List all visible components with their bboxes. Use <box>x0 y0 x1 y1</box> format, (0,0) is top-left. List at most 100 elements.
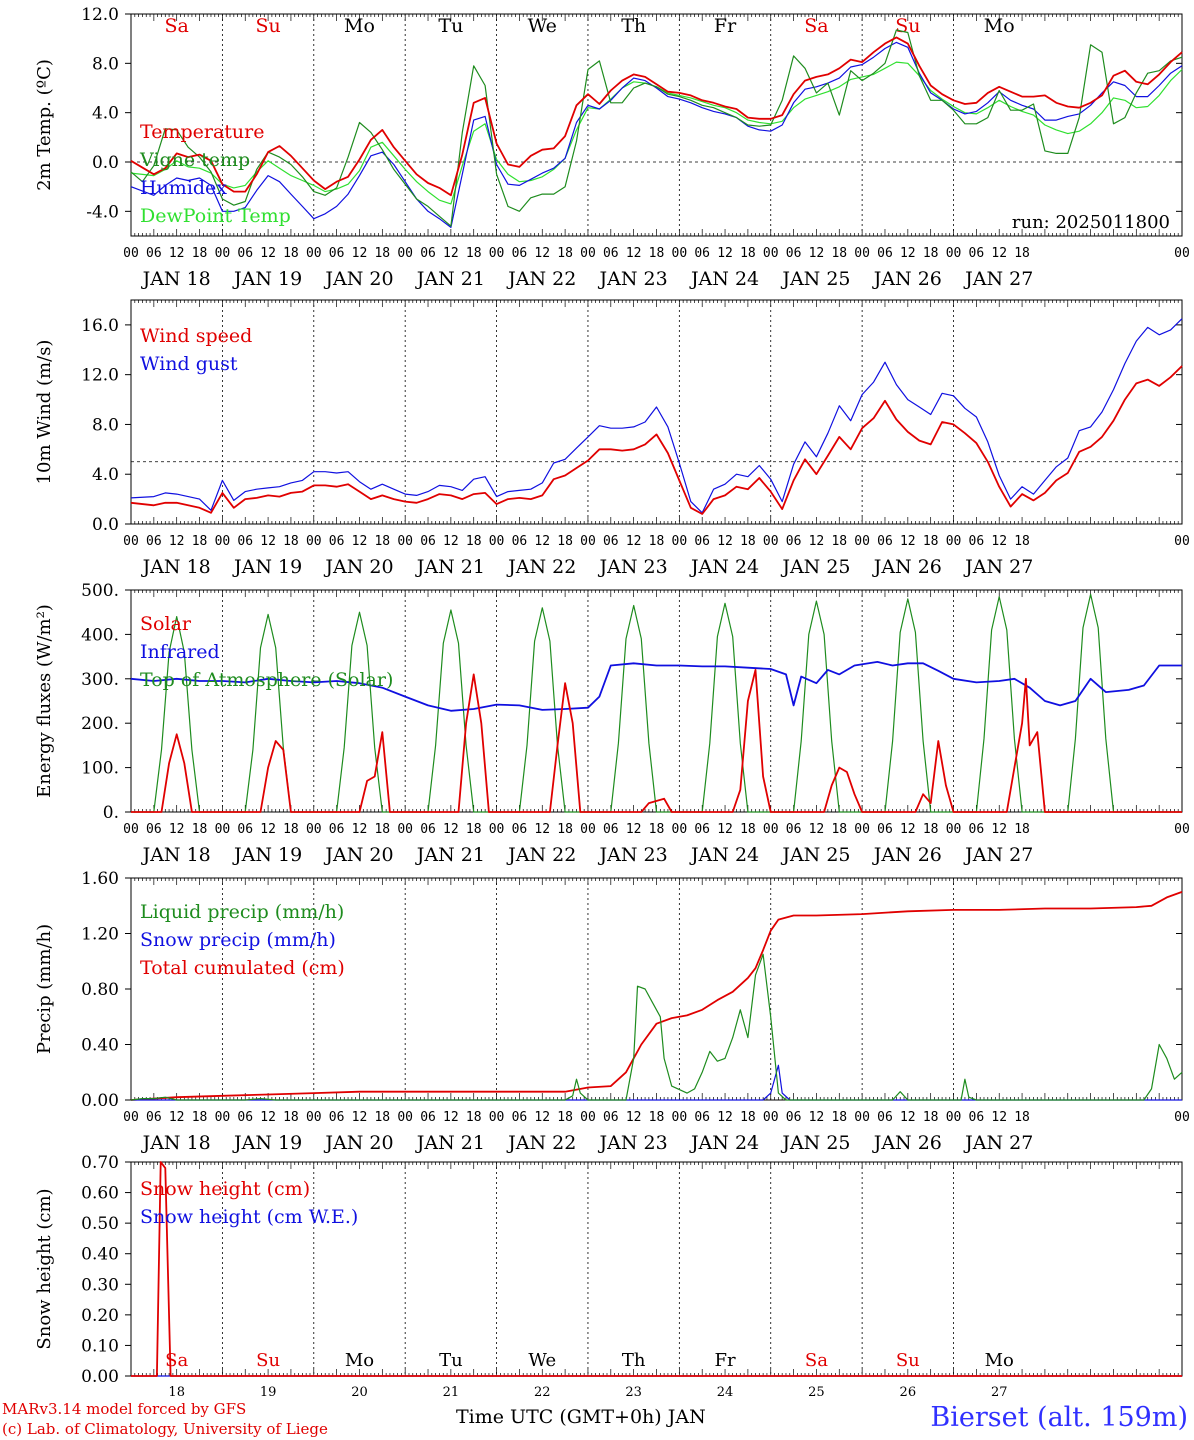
hour-tick-label: 00 <box>397 822 413 837</box>
hour-tick-label: 06 <box>694 822 710 837</box>
y-axis-label: Energy fluxes (W/m²) <box>34 604 55 798</box>
hour-tick-label: 00 <box>580 534 596 549</box>
series-line-vigne-temp <box>130 29 1183 227</box>
hour-tick-label: 06 <box>420 822 436 837</box>
hour-tick-label: 00 <box>854 1110 870 1125</box>
date-label: JAN 22 <box>506 844 576 866</box>
hour-tick-label: 06 <box>146 534 162 549</box>
y-tick-label: 12.0 <box>81 5 119 25</box>
hour-tick-label: 12 <box>352 1110 368 1125</box>
hour-tick-label: 06 <box>329 246 345 261</box>
hour-tick-label: 06 <box>877 534 893 549</box>
hour-tick-label: 18 <box>283 822 299 837</box>
hour-tick-label: 06 <box>694 1110 710 1125</box>
date-label: JAN 25 <box>780 1132 850 1154</box>
weekday-label: Tu <box>439 1350 463 1371</box>
y-axis-label: Snow height (cm) <box>34 1188 55 1349</box>
hour-tick-label: 00 <box>946 246 962 261</box>
date-label: JAN 27 <box>963 556 1033 578</box>
hour-tick-label: 18 <box>192 246 208 261</box>
hour-tick-label: 06 <box>512 1110 528 1125</box>
hour-tick-label: 12 <box>991 534 1007 549</box>
series-line-total-cumulated-cm- <box>130 891 1183 1101</box>
hour-tick-label: 00 <box>489 246 505 261</box>
legend-entry: Top of Atmosphere (Solar) <box>140 669 393 691</box>
hour-tick-label: 18 <box>466 1110 482 1125</box>
hour-tick-label: 12 <box>626 822 642 837</box>
series-line-humidex <box>130 41 1183 228</box>
hour-tick-label: 12 <box>260 822 276 837</box>
hour-tick-label: 06 <box>329 1110 345 1125</box>
hour-tick-label: 12 <box>260 534 276 549</box>
series-line-top-of-atmosphere-solar- <box>131 593 1182 813</box>
weekday-label: Fr <box>714 15 737 37</box>
hour-tick-label: 06 <box>786 534 802 549</box>
hour-tick-label: 12 <box>260 246 276 261</box>
hour-tick-label: 12 <box>169 246 185 261</box>
date-label: JAN 20 <box>323 556 393 578</box>
hour-tick-label: 06 <box>420 1110 436 1125</box>
legend-entry: Wind gust <box>140 353 238 375</box>
date-label: JAN 24 <box>689 844 759 866</box>
hour-tick-label: 12 <box>809 1110 825 1125</box>
legend-entry: Infrared <box>140 641 220 663</box>
hour-tick-label: 06 <box>329 534 345 549</box>
y-tick-label: 500. <box>81 581 119 601</box>
hour-tick-label: 12 <box>717 1110 733 1125</box>
date-label: JAN 22 <box>506 1132 576 1154</box>
hour-tick-label: 18 <box>374 246 390 261</box>
hour-tick-label: 18 <box>374 1110 390 1125</box>
hour-tick-label: 18 <box>831 822 847 837</box>
hour-tick-label: 06 <box>146 1110 162 1125</box>
weekday-label: Mo <box>985 1350 1014 1371</box>
panel-frame-1 <box>130 299 1183 525</box>
hour-tick-label: 18 <box>649 1110 665 1125</box>
y-tick-label: 0.00 <box>81 1091 119 1111</box>
hour-tick-label: 18 <box>740 246 756 261</box>
hour-tick-label: 18 <box>192 534 208 549</box>
y-axis-label: Precip (mm/h) <box>34 924 55 1054</box>
hour-tick-label: 06 <box>694 534 710 549</box>
hour-tick-label: 00 <box>489 822 505 837</box>
day-number-label: 23 <box>625 1385 642 1400</box>
weekday-label: Mo <box>984 15 1015 37</box>
day-number-label: 25 <box>808 1385 825 1400</box>
hour-tick-label: 18 <box>283 534 299 549</box>
hour-tick-label: 12 <box>717 246 733 261</box>
hour-tick-label: 00 <box>763 534 779 549</box>
day-number-label: 18 <box>168 1385 185 1400</box>
hour-tick-label: 00 <box>672 534 688 549</box>
hour-tick-label: 06 <box>877 246 893 261</box>
hour-tick-label: 06 <box>603 1110 619 1125</box>
series-line-temperature <box>130 36 1183 197</box>
hour-tick-label: 18 <box>649 534 665 549</box>
hour-tick-label: 00 <box>763 246 779 261</box>
hour-tick-label: 00 <box>580 1110 596 1125</box>
date-label: JAN 20 <box>323 268 393 290</box>
hour-tick-label: 06 <box>420 246 436 261</box>
date-label: JAN 24 <box>689 268 759 290</box>
date-label: JAN 26 <box>872 844 942 866</box>
hour-tick-label: 06 <box>877 822 893 837</box>
hour-tick-label: 18 <box>1014 1110 1030 1125</box>
y-tick-label: 0.30 <box>81 1275 119 1295</box>
date-label: JAN 21 <box>415 1132 485 1154</box>
hour-tick-label: 00 <box>123 822 139 837</box>
date-label: JAN 21 <box>415 844 485 866</box>
hour-tick-label: 00 <box>854 246 870 261</box>
hour-tick-label: 00 <box>397 534 413 549</box>
weekday-label: Su <box>255 15 280 37</box>
hour-tick-label: 06 <box>237 822 253 837</box>
hour-tick-label: 18 <box>374 534 390 549</box>
hour-tick-label: 06 <box>512 246 528 261</box>
hour-tick-label: 06 <box>786 1110 802 1125</box>
weekday-label: Mo <box>345 1350 374 1371</box>
hour-tick-label: 12 <box>626 534 642 549</box>
date-label: JAN 27 <box>963 268 1033 290</box>
date-label: JAN 23 <box>598 556 668 578</box>
hour-tick-label: 00 <box>215 246 231 261</box>
hour-tick-label: 00 <box>489 1110 505 1125</box>
date-label: JAN 20 <box>323 1132 393 1154</box>
hour-tick-label: 18 <box>466 822 482 837</box>
date-label: JAN 25 <box>780 556 850 578</box>
